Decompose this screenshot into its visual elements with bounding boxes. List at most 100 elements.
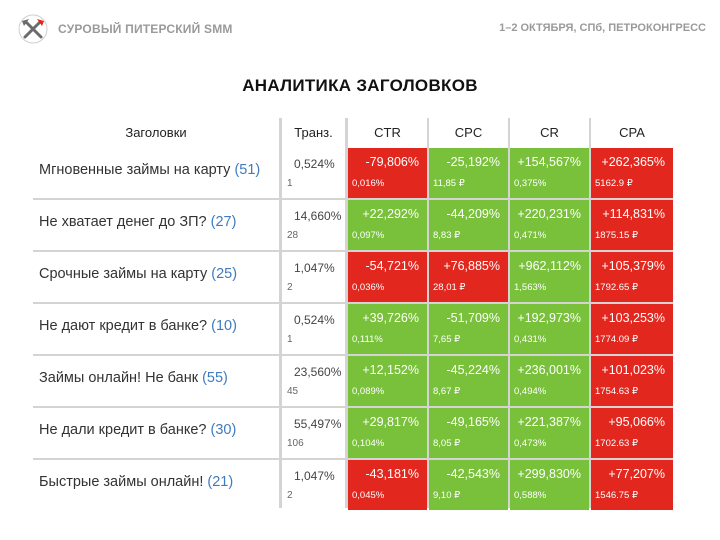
cpa-cell: +114,831% 1875.15 ₽	[591, 200, 673, 250]
cpa-cell: +103,253% 1774.09 ₽	[591, 304, 673, 354]
cpc-cell: -42,543% 9,10 ₽	[429, 460, 508, 510]
headline-name: Не хватает денег до ЗП?	[39, 214, 207, 230]
cpa-delta: +95,066%	[608, 415, 665, 429]
cpc-delta: -25,192%	[446, 155, 500, 169]
cr-value: 0,588%	[514, 490, 547, 501]
cr-cell: +962,112% 1,563%	[510, 252, 589, 302]
transactions-percent: 55,497%	[294, 417, 342, 431]
transactions-cell: 1,047% 2	[282, 252, 345, 302]
ctr-value: 0,016%	[352, 178, 385, 189]
headline-count: (51)	[234, 162, 261, 178]
column-header-ctr: CTR	[348, 118, 427, 148]
cr-cell: +154,567% 0,375%	[510, 148, 589, 198]
cpa-delta: +114,831%	[602, 207, 665, 221]
ctr-cell: -79,806% 0,016%	[348, 148, 427, 198]
headline-cell: Не хватает денег до ЗП? (27)	[33, 200, 279, 250]
headline-count: (30)	[210, 422, 237, 438]
headline-text: Не хватает денег до ЗП? (27)	[39, 214, 236, 230]
cpc-value: 7,65 ₽	[433, 334, 461, 345]
cpc-cell: -44,209% 8,83 ₽	[429, 200, 508, 250]
headline-name: Не дали кредит в банке?	[39, 422, 207, 438]
ctr-value: 0,104%	[352, 438, 385, 449]
cpc-delta: -51,709%	[446, 311, 500, 325]
cr-value: 0,473%	[514, 438, 547, 449]
cpa-cell: +77,207% 1546.75 ₽	[591, 460, 673, 510]
headline-name: Мгновенные займы на карту	[39, 162, 231, 178]
cpc-value: 28,01 ₽	[433, 282, 466, 293]
ctr-cell: +39,726% 0,111%	[348, 304, 427, 354]
ctr-cell: -43,181% 0,045%	[348, 460, 427, 510]
cpc-cell: -51,709% 7,65 ₽	[429, 304, 508, 354]
ctr-value: 0,036%	[352, 282, 385, 293]
cpc-value: 9,10 ₽	[433, 490, 461, 501]
cr-value: 0,375%	[514, 178, 547, 189]
cr-delta: +192,973%	[517, 311, 581, 325]
column-header-transactions: Транз.	[282, 118, 345, 148]
analytics-table: Заголовки Транз. CTR CPC CR CPA Мгновенн…	[33, 118, 673, 510]
headline-name: Не дают кредит в банке?	[39, 318, 208, 334]
page-title: АНАЛИТИКА ЗАГОЛОВКОВ	[242, 76, 478, 95]
slide-header: СУРОВЫЙ ПИТЕРСКИЙ SMM 1–2 ОКТЯБРЯ, СПб, …	[0, 0, 720, 62]
ctr-value: 0,111%	[352, 334, 383, 345]
cpc-cell: -45,224% 8,67 ₽	[429, 356, 508, 406]
cpa-delta: +101,023%	[601, 363, 665, 377]
event-info: 1–2 ОКТЯБРЯ, СПб, ПЕТРОКОНГРЕСС	[499, 22, 706, 34]
cpa-value: 1754.63 ₽	[595, 386, 639, 397]
column-header-headlines: Заголовки	[33, 118, 279, 148]
cr-cell: +299,830% 0,588%	[510, 460, 589, 510]
headline-cell: Мгновенные займы на карту (51)	[33, 148, 279, 198]
table-row: Быстрые займы онлайн! (21) 1,047% 2 -43,181…	[33, 460, 673, 510]
cpa-value: 5162.9 ₽	[595, 178, 633, 189]
table-row: Займы онлайн! Не банк (55) 23,560% 45 +12,1…	[33, 356, 673, 406]
headline-count: (55)	[202, 370, 228, 386]
cr-cell: +236,001% 0,494%	[510, 356, 589, 406]
ctr-value: 0,097%	[352, 230, 385, 241]
transactions-count: 45	[287, 386, 299, 397]
cr-value: 1,563%	[514, 282, 547, 293]
headline-text: Займы онлайн! Не банк (55)	[39, 370, 228, 386]
transactions-cell: 0,524% 1	[282, 148, 345, 198]
table-row: Срочные займы на карту (25) 1,047% 2 -54,72…	[33, 252, 673, 302]
headline-text: Быстрые займы онлайн! (21)	[39, 474, 233, 490]
ctr-cell: +12,152% 0,089%	[348, 356, 427, 406]
transactions-count: 2	[287, 282, 293, 293]
cpa-delta: +103,253%	[601, 311, 665, 325]
headline-text: Не дали кредит в банке? (30)	[39, 422, 236, 438]
ctr-cell: +29,817% 0,104%	[348, 408, 427, 458]
cpa-value: 1546.75 ₽	[595, 490, 639, 501]
table-body: Мгновенные займы на карту (51) 0,524% 1 -79…	[33, 148, 673, 510]
cpa-cell: +105,379% 1792.65 ₽	[591, 252, 673, 302]
headline-count: (21)	[207, 474, 234, 490]
cr-delta: +236,001%	[517, 363, 581, 377]
headline-count: (10)	[211, 318, 237, 334]
cpc-delta: -45,224%	[446, 363, 500, 377]
brand-name: СУРОВЫЙ ПИТЕРСКИЙ SMM	[58, 22, 233, 36]
transactions-count: 1	[287, 178, 293, 189]
transactions-cell: 0,524% 1	[282, 304, 345, 354]
headline-text: Срочные займы на карту (25)	[39, 266, 237, 282]
ctr-delta: -54,721%	[365, 259, 419, 273]
cpa-delta: +262,365%	[601, 155, 665, 169]
cr-cell: +221,387% 0,473%	[510, 408, 589, 458]
table-row: Не дают кредит в банке? (10) 0,524% 1 +39,7…	[33, 304, 673, 354]
cpc-cell: -49,165% 8,05 ₽	[429, 408, 508, 458]
headline-text: Мгновенные займы на карту (51)	[39, 162, 260, 178]
headline-cell: Займы онлайн! Не банк (55)	[33, 356, 279, 406]
cpc-value: 8,83 ₽	[433, 230, 461, 241]
cr-delta: +962,112%	[518, 259, 581, 273]
transactions-count: 1	[287, 334, 293, 345]
cpc-cell: -25,192% 11,85 ₽	[429, 148, 508, 198]
cpc-delta: -44,209%	[446, 207, 500, 221]
cpc-delta: -49,165%	[446, 415, 500, 429]
cpa-cell: +262,365% 5162.9 ₽	[591, 148, 673, 198]
ctr-value: 0,045%	[352, 490, 385, 501]
cpa-cell: +95,066% 1702.63 ₽	[591, 408, 673, 458]
cr-cell: +220,231% 0,471%	[510, 200, 589, 250]
headline-cell: Не дали кредит в банке? (30)	[33, 408, 279, 458]
headline-cell: Срочные займы на карту (25)	[33, 252, 279, 302]
ctr-delta: -79,806%	[365, 155, 419, 169]
table-row: Не хватает денег до ЗП? (27) 14,660% 28 +22…	[33, 200, 673, 250]
headline-count: (27)	[210, 214, 237, 230]
transactions-percent: 23,560%	[294, 365, 342, 379]
transactions-percent: 1,047%	[294, 469, 335, 483]
